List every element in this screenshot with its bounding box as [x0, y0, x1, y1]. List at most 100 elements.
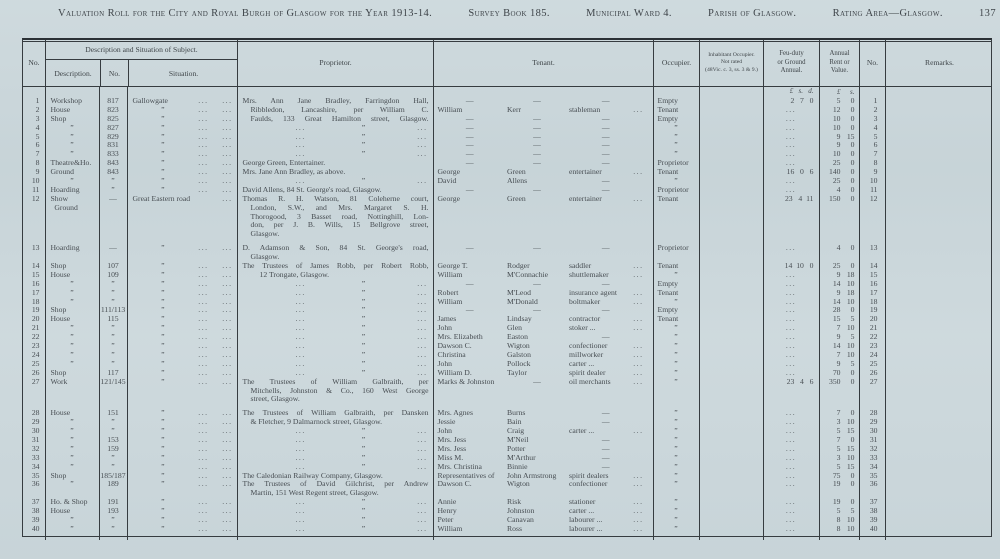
cell-proprietor: ...”...	[236, 288, 433, 298]
cell-remarks	[884, 239, 993, 245]
cell-description	[44, 395, 99, 405]
table-row: 10 ” ” ”... ... ...”... David Allens — ”…	[23, 176, 993, 186]
cell-feu-duty: ...	[762, 444, 819, 454]
cell-street-no: 117	[98, 368, 127, 378]
cell-inhabitant-occupier	[698, 350, 763, 360]
table-row	[23, 239, 993, 245]
cell-proprietor: Thomas R. H. Watson, 81 Coleherne court,	[236, 194, 433, 204]
cell-proprietor: Glasgow.	[236, 230, 433, 240]
table-row: 22 ” ” ”... ... ...”... Mrs. Elizabeth E…	[23, 332, 993, 343]
cell-inhabitant-occupier	[698, 409, 763, 419]
cell-inhabitant-occupier	[698, 159, 763, 169]
cell-entry-no: 27	[31, 376, 40, 386]
cell-proprietor: ...”...	[236, 497, 433, 508]
cell-entry-no-right: 10	[858, 176, 885, 186]
cell-tenant-occupation: carter ......	[569, 506, 644, 516]
cell-proprietor: ...”...	[236, 359, 433, 369]
cell-situation: ”... ...	[126, 176, 237, 186]
cell-tenant-forename	[432, 489, 506, 499]
cell-occupier: Proprietor	[652, 158, 699, 169]
cell-inhabitant-occupier	[698, 253, 763, 263]
cell-annual-rent: 10 0	[818, 150, 859, 160]
cell-feu-duty: ...	[762, 350, 819, 360]
cell-feu-duty: ...	[762, 453, 819, 463]
cell-entry-no-right: 36	[858, 480, 885, 490]
page-title: Valuation Roll for the City and Royal Bu…	[58, 8, 433, 19]
cell-description: Hoarding	[44, 185, 99, 195]
table-row: 35 Shop 185/187 ”... ... The Caledonian …	[23, 471, 993, 481]
cell-description: ”	[44, 123, 99, 133]
cell-feu-duty: ...	[762, 105, 819, 115]
cell-inhabitant-occupier	[698, 114, 763, 124]
cell-tenant-surname	[506, 534, 568, 540]
cell-inhabitant-occupier	[698, 203, 763, 213]
cell-street-no: 109	[98, 270, 127, 280]
cell-feu-duty: ...	[762, 159, 819, 169]
cell-feu-duty	[762, 386, 819, 396]
cell-annual-rent	[818, 239, 859, 245]
header-no-left: No.	[28, 57, 40, 67]
cell-situation: ”... ...	[126, 417, 237, 428]
cell-description: House	[44, 408, 99, 419]
cell-tenant-forename	[432, 239, 506, 245]
table-row: 33 ” ” ”... ... ...”... Miss M. M'Arthur…	[23, 453, 993, 463]
cell-feu-duty	[762, 404, 819, 410]
cell-tenant-occupation: —	[601, 176, 610, 186]
cell-inhabitant-occupier	[698, 395, 763, 405]
cell-description: ”	[44, 176, 99, 186]
cell-feu-duty: ...	[762, 315, 819, 325]
cell-entry-no: 13	[31, 243, 40, 253]
cell-entry-no-right: 38	[858, 506, 885, 516]
cell-entry-no-right	[858, 253, 885, 263]
cell-remarks	[884, 270, 993, 280]
table-row: 17 ” ” ”... ... ...”... Robert M'Leod in…	[23, 288, 993, 298]
cell-inhabitant-occupier	[698, 533, 763, 540]
cell-description: ”	[44, 132, 99, 142]
cell-remarks	[884, 418, 993, 428]
cell-remarks	[884, 386, 993, 396]
cell-entry-no: 10	[31, 176, 40, 186]
cell-proprietor: London, S.W., and Mrs. Margaret S. H.	[236, 203, 433, 213]
cell-street-no: —	[98, 194, 127, 204]
cell-annual-rent: 140 0	[818, 167, 859, 178]
cell-tenant-occupation	[568, 221, 653, 230]
cell-remarks	[884, 315, 993, 325]
cell-tenant-forename: David	[432, 176, 506, 186]
cell-tenant-forename: —	[432, 96, 506, 106]
cell-entry-no-right: 37	[858, 497, 885, 508]
cell-inhabitant-occupier	[698, 123, 763, 133]
table-row: 37 Ho. & Shop 191 ”... ... ...”... Annie…	[23, 497, 993, 508]
cell-occupier: ”	[652, 426, 699, 436]
cell-street-no: 817	[98, 96, 127, 106]
cell-inhabitant-occupier	[698, 306, 763, 316]
cell-tenant-occupation	[568, 534, 653, 540]
cell-description: ”	[44, 341, 99, 351]
table-row: 12 Show — Great Eastern road... Thomas R…	[23, 194, 993, 204]
header-description-group: Description and Situation of Subject. De…	[45, 40, 237, 86]
cell-street-no: 151	[98, 408, 127, 419]
cell-tenant-forename: Mrs. Agnes	[432, 408, 506, 419]
ledger-table: £ s. d. £ s. 1 Workshop 817 Gallowgate...…	[23, 87, 993, 540]
cell-inhabitant-occupier	[698, 297, 763, 307]
cell-occupier: Proprietor	[652, 185, 699, 195]
table-row	[23, 533, 993, 540]
cell-entry-no: 21	[31, 323, 40, 333]
cell-remarks	[884, 203, 993, 213]
cell-entry-no-right: 23	[858, 341, 885, 351]
cell-proprietor: Thorogood, 3 Basset road, Nottinghill, L…	[236, 212, 433, 222]
cell-occupier: ”	[652, 524, 699, 534]
cell-proprietor: The Trustees of David Gilchrist, per And…	[236, 480, 433, 490]
cell-occupier: ”	[652, 341, 699, 351]
cell-annual-rent: 3 10	[818, 453, 859, 463]
cell-tenant-surname: Risk	[507, 497, 522, 507]
cell-occupier: Tenant	[652, 105, 699, 115]
cell-proprietor: David Allens, 84 St. George's road, Glas…	[236, 185, 433, 195]
cell-entry-no: 8	[35, 158, 40, 168]
cell-description: ”	[44, 141, 99, 151]
cell-tenant-occupation: —	[601, 417, 610, 427]
cell-situation: ”... ...	[126, 132, 237, 142]
cell-annual-rent: 8 10	[818, 515, 859, 525]
cell-tenant-occupation: saddler...	[569, 261, 644, 271]
